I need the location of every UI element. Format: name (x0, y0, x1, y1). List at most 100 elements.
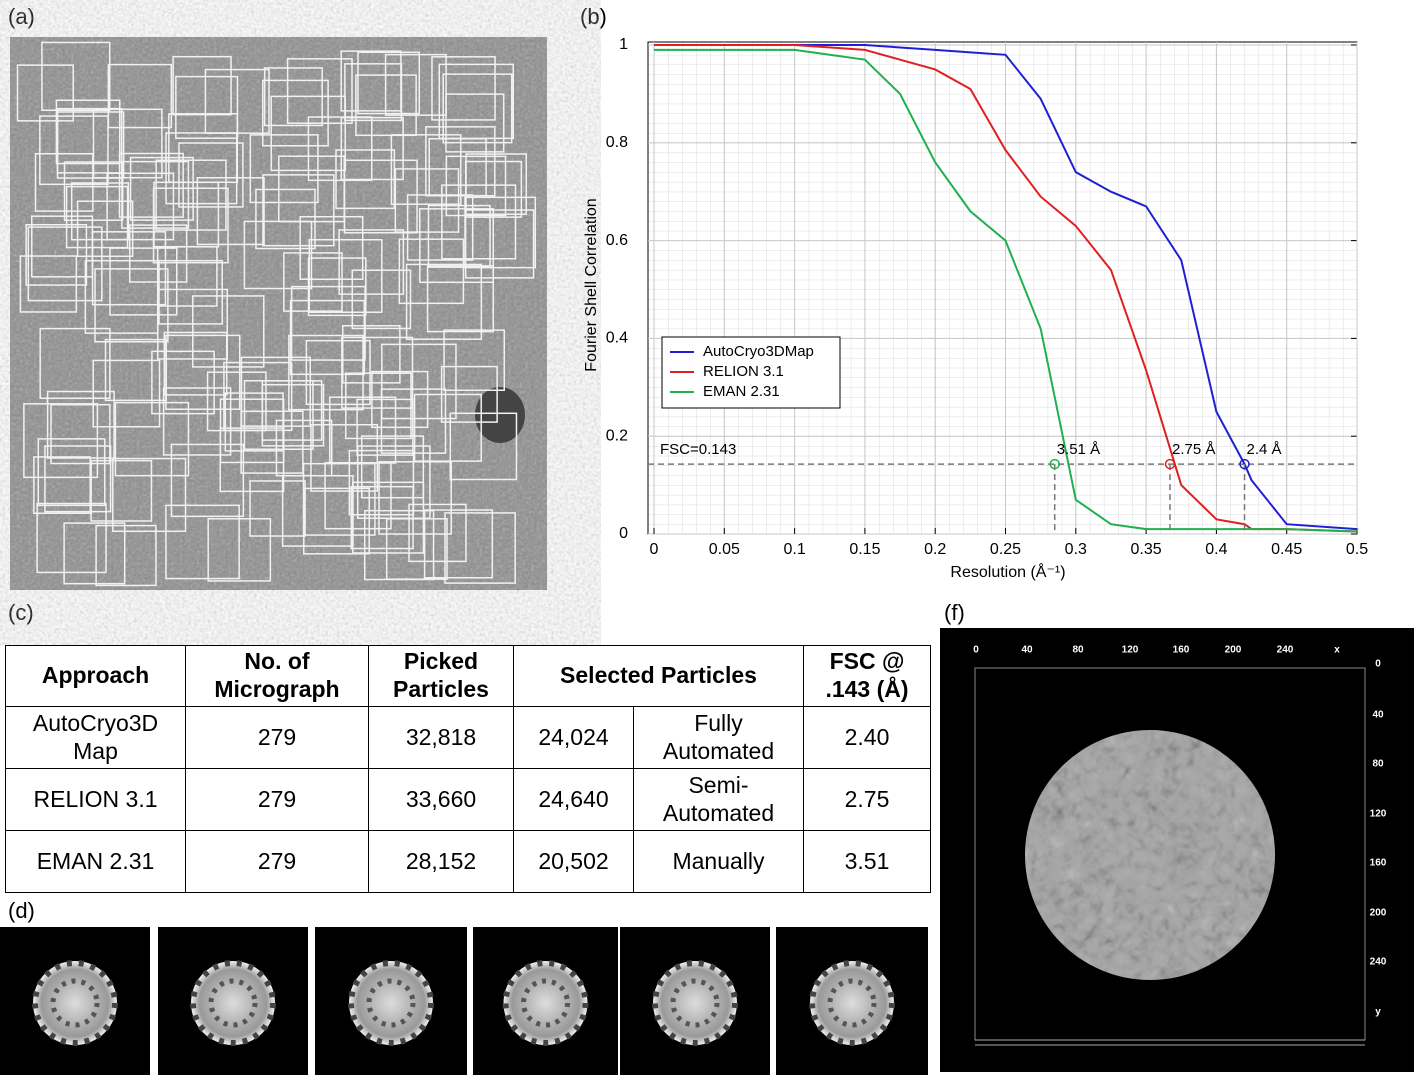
table-cell: 32,818 (368, 706, 514, 769)
table-cell: 20,502 (513, 830, 634, 893)
particle-box (408, 503, 467, 563)
table-row: EMAN 2.31 279 28,152 20,502 Manually 3.51 (5, 830, 931, 893)
particle-box (310, 423, 379, 492)
particle-box (46, 390, 115, 459)
particle-box (275, 419, 333, 477)
particle-box (428, 138, 487, 197)
x-tick-label: 0.15 (849, 541, 880, 558)
crossing-marker (1239, 458, 1250, 470)
particle-box (44, 445, 112, 513)
particle-box (413, 393, 482, 462)
legend-label: EMAN 2.31 (703, 383, 780, 400)
x-tick-label: 0.3 (1065, 541, 1087, 558)
particle-box (192, 295, 265, 368)
particle-box (163, 331, 228, 396)
legend-label: RELION 3.1 (703, 363, 784, 380)
particle-box (109, 247, 178, 316)
table-row: RELION 3.1 279 33,660 24,640 Semi-Automated 2… (5, 768, 931, 831)
fsc-curve (654, 48, 1358, 533)
particle-box (288, 334, 364, 411)
plot-area (647, 41, 1358, 535)
particle-box (151, 350, 215, 415)
particle-box (398, 238, 465, 305)
map-y-label: 240 (1370, 957, 1387, 968)
particle-box (423, 509, 494, 579)
particle-box (426, 265, 494, 333)
particle-box (16, 64, 74, 122)
particle-box (394, 168, 460, 233)
particle-box (112, 457, 187, 533)
particle-texture (502, 960, 589, 1046)
particle-box (445, 155, 507, 217)
table-cell: 279 (185, 706, 369, 769)
table-cell: Semi-Automated (633, 768, 804, 831)
x-tick-label: 0.2 (924, 541, 946, 558)
particle-box (442, 73, 513, 144)
particle-box (155, 159, 227, 231)
particle-box (175, 75, 239, 139)
particle-box (240, 410, 304, 474)
particle-box (340, 50, 402, 112)
y-tick-label: 0.8 (606, 134, 628, 151)
particle-box (165, 504, 240, 580)
particle-texture (348, 960, 434, 1046)
particle-box (262, 174, 335, 247)
table-cell: AutoCryo3D Map (5, 706, 186, 769)
particle-box (178, 142, 244, 208)
particle-box (172, 55, 232, 116)
legend-label: AutoCryo3DMap (703, 343, 814, 360)
particle-average (503, 961, 588, 1045)
particle-box (25, 223, 88, 286)
x-tick-label: 0.4 (1205, 541, 1227, 558)
particle-box (261, 79, 329, 147)
map-x-label: 0 (973, 645, 979, 656)
particle-box (338, 229, 405, 295)
particle-box (240, 356, 311, 427)
particle-texture (366, 978, 416, 1028)
particle-box (243, 220, 313, 290)
particle-box (94, 268, 169, 343)
particle-box (348, 449, 415, 516)
table-cell: 24,024 (513, 706, 634, 769)
y-tick-label: 0.2 (606, 427, 628, 444)
fsc-curve (654, 44, 1358, 533)
particle-texture (32, 960, 118, 1046)
particle-box (356, 445, 431, 520)
threshold-label: FSC=0.143 (660, 441, 736, 458)
panel-label: (d) (8, 898, 35, 923)
table-cell: 279 (185, 768, 369, 831)
particle-box (170, 443, 245, 518)
y-axis-label: Fourier Shell Correlation (583, 198, 600, 371)
particle-box (39, 327, 111, 400)
crossing-marker (1049, 458, 1060, 470)
particle-box (371, 370, 429, 429)
panel-label: (b) (580, 4, 607, 29)
particle-box (335, 149, 396, 210)
particle-box (286, 58, 353, 124)
particle-box (219, 427, 285, 493)
map-y-label: 80 (1372, 759, 1384, 770)
particle-texture (208, 978, 258, 1028)
header-cell: Approach (5, 645, 186, 707)
particle-box (445, 93, 505, 153)
particle-box (307, 257, 367, 317)
particle-box (357, 51, 421, 115)
map-y-label: y (1375, 1007, 1381, 1018)
particle-box (114, 401, 190, 477)
particle-box (290, 285, 366, 361)
particle-box (443, 329, 506, 392)
fsc-curve (654, 44, 1358, 531)
particle-texture (190, 960, 276, 1046)
fsc-chart: 0 0.2 0.4 0.6 0.8 1 0 0.05 0.1 0.15 0.2 0.25 0.3 0.35… (583, 36, 1368, 581)
particle-box (307, 116, 373, 182)
particle-box (449, 412, 518, 481)
micrograph-image (10, 37, 547, 590)
particle-box (419, 208, 495, 284)
table-cell: 3.51 (803, 830, 931, 893)
particle-box (55, 99, 121, 165)
x-tick-label: 0.1 (783, 541, 805, 558)
table-cell: 33,660 (368, 768, 514, 831)
particle-box (92, 108, 163, 179)
table-cell: 24,640 (513, 768, 634, 831)
